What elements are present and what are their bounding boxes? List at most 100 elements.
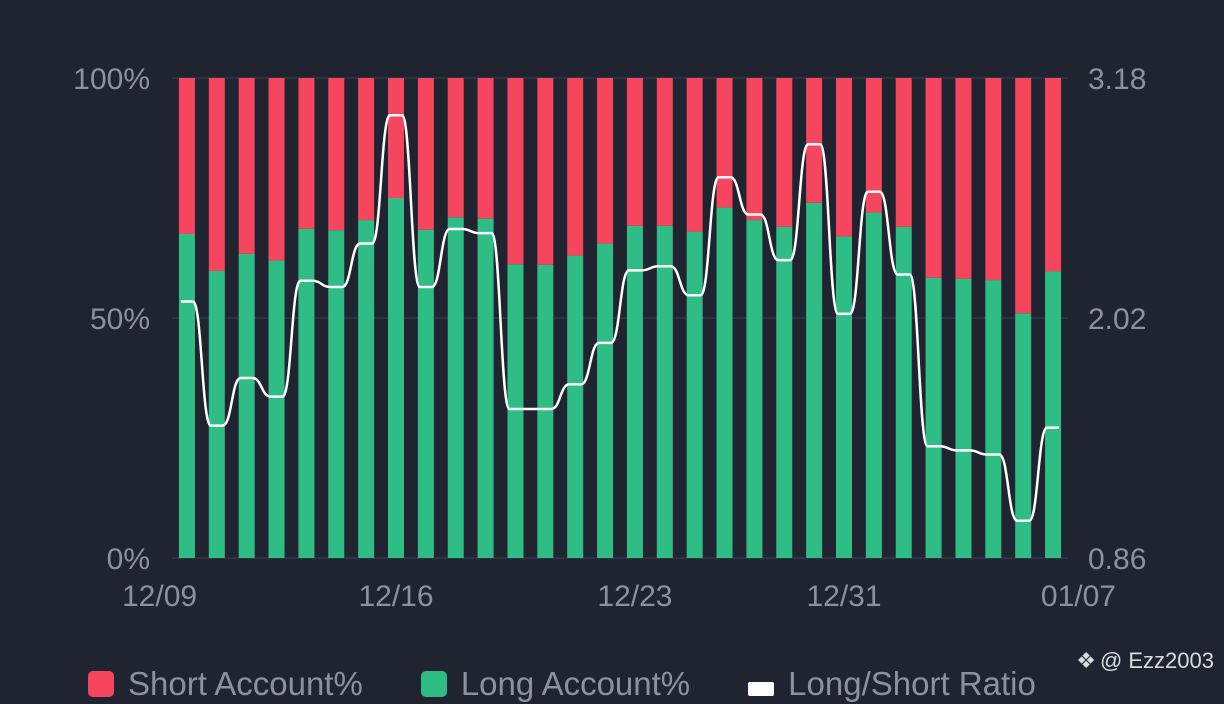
bar-long-12/29[interactable]: [776, 226, 793, 559]
bar-long-12/20[interactable]: [507, 264, 524, 558]
bar-short-12/20[interactable]: [507, 78, 524, 265]
ratio-point-12/23[interactable]: [603, 341, 607, 345]
bar-long-01/01[interactable]: [865, 212, 882, 558]
bar-short-12/19[interactable]: [477, 78, 494, 219]
bar-short-01/07[interactable]: [1045, 78, 1062, 272]
bar-long-12/22[interactable]: [567, 255, 584, 558]
bar-long-12/28[interactable]: [746, 220, 763, 558]
bar-short-12/12[interactable]: [268, 78, 285, 261]
y-right-tick-2: 0.86: [1088, 543, 1146, 576]
bar-short-12/31[interactable]: [836, 78, 852, 237]
bars-group: [178, 78, 1062, 559]
bar-long-01/06[interactable]: [1015, 313, 1032, 558]
watermark-text: @ Ezz2003: [1099, 648, 1214, 673]
ratio-point-12/20[interactable]: [514, 407, 517, 411]
bar-long-01/02[interactable]: [895, 226, 912, 559]
bar-long-12/26[interactable]: [686, 231, 703, 558]
ratio-line[interactable]: [180, 113, 1060, 523]
bar-short-12/14[interactable]: [328, 78, 345, 231]
bar-short-12/21[interactable]: [537, 78, 554, 265]
ratio-point-01/01[interactable]: [872, 190, 876, 193]
bar-short-12/11[interactable]: [238, 78, 255, 254]
ratio-point-12/17[interactable]: [424, 285, 428, 289]
ratio-point-12/31[interactable]: [842, 312, 846, 316]
ratio-point-12/29[interactable]: [783, 258, 786, 262]
legend: Short Account% Long Account% Long/Short …: [88, 664, 1036, 704]
bar-short-12/13[interactable]: [298, 78, 315, 229]
ratio-point-12/27[interactable]: [723, 176, 726, 179]
bar-short-12/15[interactable]: [358, 78, 375, 221]
bar-long-01/04[interactable]: [955, 278, 972, 558]
bar-long-12/15[interactable]: [358, 220, 375, 558]
bar-short-01/06[interactable]: [1015, 78, 1032, 314]
ratio-point-12/25[interactable]: [663, 265, 666, 268]
bar-short-12/24[interactable]: [626, 78, 643, 226]
legend-item-short[interactable]: Short Account%: [88, 665, 363, 703]
bar-short-01/01[interactable]: [865, 78, 882, 213]
bar-short-01/02[interactable]: [895, 78, 912, 227]
bar-long-12/09[interactable]: [178, 234, 195, 558]
bar-long-12/31[interactable]: [836, 236, 852, 558]
bar-short-12/10[interactable]: [208, 78, 225, 271]
bar-long-12/12[interactable]: [268, 260, 285, 558]
bar-short-12/17[interactable]: [417, 78, 434, 230]
bar-long-01/03[interactable]: [925, 277, 942, 558]
ratio-point-12/30[interactable]: [812, 143, 816, 146]
legend-item-ratio[interactable]: Long/Short Ratio: [748, 665, 1036, 703]
ratio-point-12/21[interactable]: [544, 407, 547, 411]
bar-long-12/17[interactable]: [417, 229, 434, 558]
ratio-point-01/02[interactable]: [902, 273, 905, 276]
bar-long-12/30[interactable]: [806, 202, 823, 559]
bar-short-12/27[interactable]: [716, 78, 733, 208]
bar-long-01/05[interactable]: [985, 280, 1002, 558]
bar-long-12/18[interactable]: [447, 217, 464, 558]
bar-short-12/30[interactable]: [806, 78, 823, 203]
ratio-point-12/22[interactable]: [574, 383, 577, 386]
ratio-point-12/10[interactable]: [215, 424, 218, 427]
bar-long-12/11[interactable]: [238, 253, 255, 558]
ratio-point-12/14[interactable]: [335, 285, 338, 289]
ratio-point-12/26[interactable]: [693, 294, 696, 297]
bar-long-12/14[interactable]: [328, 230, 345, 558]
bar-long-12/25[interactable]: [656, 225, 673, 558]
ratio-point-12/19[interactable]: [484, 231, 487, 235]
bar-short-12/16[interactable]: [388, 78, 404, 198]
bar-short-01/04[interactable]: [955, 78, 972, 279]
ratio-point-01/06[interactable]: [1022, 519, 1025, 522]
bar-short-12/26[interactable]: [686, 78, 703, 232]
ratio-point-01/07[interactable]: [1051, 426, 1055, 429]
bar-long-12/19[interactable]: [477, 218, 494, 558]
bar-long-12/13[interactable]: [298, 228, 315, 558]
bar-short-01/03[interactable]: [925, 78, 942, 278]
bar-short-12/18[interactable]: [447, 78, 464, 218]
ratio-point-12/11[interactable]: [245, 376, 248, 380]
ratio-point-01/05[interactable]: [992, 453, 995, 456]
bar-short-12/22[interactable]: [567, 78, 584, 256]
bar-short-12/23[interactable]: [597, 78, 614, 244]
ratio-point-01/04[interactable]: [962, 449, 965, 452]
ratio-line-group: [180, 113, 1060, 523]
ratio-point-12/13[interactable]: [305, 279, 308, 282]
ratio-point-12/16[interactable]: [394, 114, 398, 117]
bar-short-12/28[interactable]: [746, 78, 763, 221]
ratio-point-12/28[interactable]: [753, 213, 756, 216]
y-left-tick-2: 0%: [107, 543, 150, 576]
bar-long-12/23[interactable]: [597, 243, 614, 558]
bar-long-01/07[interactable]: [1045, 271, 1062, 558]
legend-item-long[interactable]: Long Account%: [420, 665, 690, 703]
bar-long-12/27[interactable]: [716, 207, 733, 558]
bar-long-12/10[interactable]: [208, 270, 225, 558]
ratio-point-12/24[interactable]: [633, 269, 637, 272]
bar-long-12/21[interactable]: [537, 264, 554, 558]
bar-short-12/09[interactable]: [178, 78, 195, 234]
ratio-point-12/09[interactable]: [185, 300, 189, 303]
ratio-point-12/15[interactable]: [364, 242, 368, 245]
bar-long-12/24[interactable]: [626, 225, 643, 558]
ratio-point-01/03[interactable]: [932, 445, 935, 448]
bar-short-12/25[interactable]: [656, 78, 673, 226]
ratio-point-12/18[interactable]: [454, 227, 457, 231]
ratio-point-12/12[interactable]: [275, 395, 278, 398]
bar-short-01/05[interactable]: [985, 78, 1002, 281]
bar-short-12/29[interactable]: [776, 78, 793, 227]
bar-long-12/16[interactable]: [388, 198, 404, 558]
